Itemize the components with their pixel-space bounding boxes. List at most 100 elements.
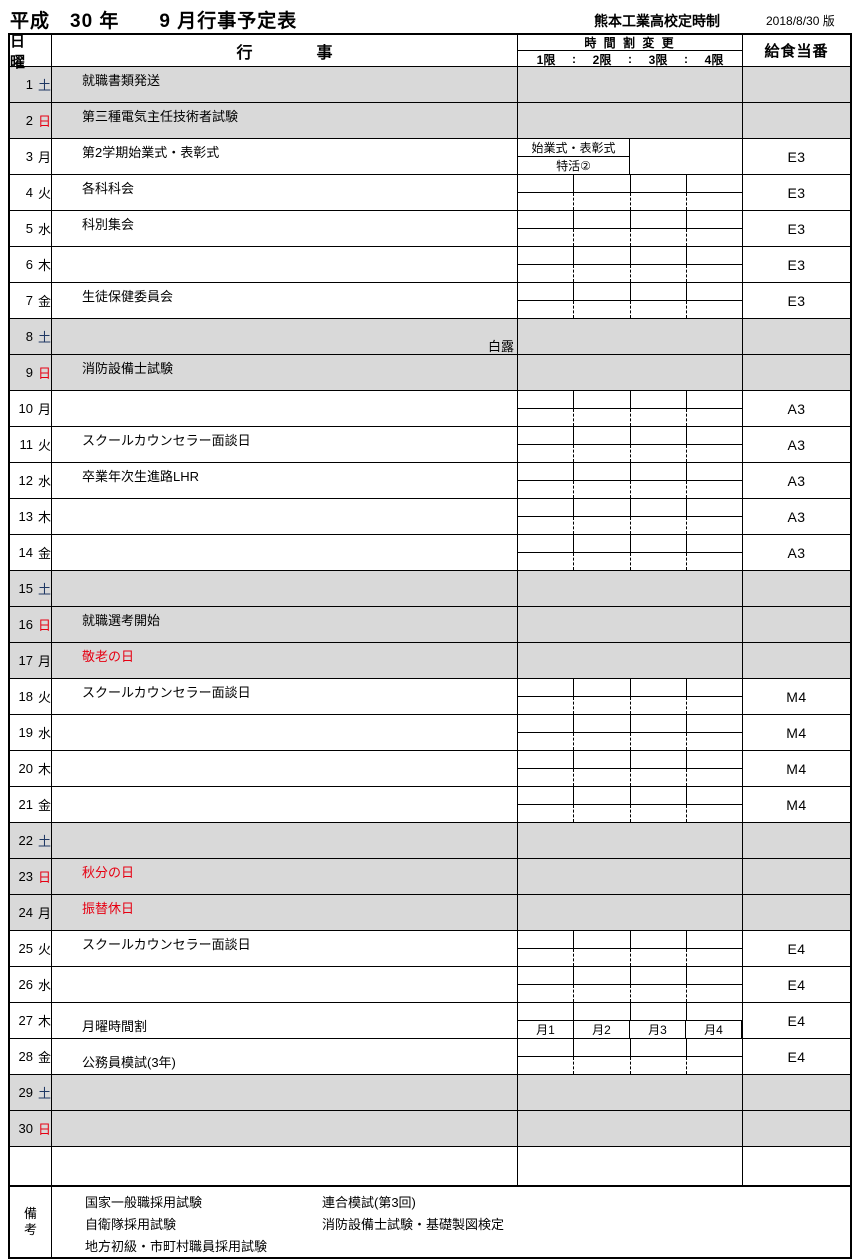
timetable-grid-bottom [518, 949, 742, 966]
timetable-slot [687, 463, 742, 480]
events-cell: 卒業年次生進路LHR [52, 463, 518, 498]
date-number: 29 [18, 1085, 33, 1100]
lunch-duty-cell: A3 [743, 535, 850, 570]
event-text: スクールカウンセラー面談日 [82, 685, 251, 700]
timetable-slot [631, 391, 687, 408]
timetable-slot [574, 967, 631, 984]
events-cell [52, 391, 518, 426]
timetable-grid-top [518, 427, 742, 445]
day-of-week: 水 [37, 726, 51, 741]
day-of-week: 日 [37, 1122, 51, 1137]
day-row: 8 土白露 [10, 319, 850, 355]
day-of-week: 水 [37, 978, 51, 993]
timetable-slot [631, 229, 687, 246]
day-of-week: 月 [37, 150, 51, 165]
timetable-slot [518, 985, 575, 1002]
lunch-duty-cell [743, 643, 850, 678]
timetable-slot [518, 715, 575, 732]
lunch-duty-cell [743, 103, 850, 138]
day-of-week: 木 [37, 762, 51, 777]
lunch-duty-value: E4 [787, 940, 806, 957]
date-number: 4 [25, 185, 33, 200]
timetable-slot [574, 301, 631, 318]
lunch-duty-cell: E3 [743, 283, 850, 318]
timetable-slot [687, 499, 742, 516]
events-cell [52, 535, 518, 570]
timetable-slot [518, 211, 575, 228]
events-cell: 第2学期始業式・表彰式 [52, 139, 518, 174]
timetable-slot [631, 265, 687, 282]
timetable-slot [518, 967, 575, 984]
timetable-cell [518, 1039, 743, 1074]
lunch-duty-value: M4 [786, 760, 807, 777]
day-cell: 14 金 [10, 535, 52, 570]
day-row: 13 木 A3 [10, 499, 850, 535]
day-of-week: 火 [37, 942, 51, 957]
date-number: 25 [18, 941, 33, 956]
events-cell: 就職書類発送 [52, 67, 518, 102]
day-row: 20 木 M4 [10, 751, 850, 787]
timetable-slot [631, 445, 687, 462]
day-of-week: 金 [37, 1050, 51, 1065]
timetable-grid [518, 283, 742, 318]
timetable-grid-bottom [518, 409, 742, 426]
lunch-duty-value: E3 [787, 292, 806, 309]
timetable-slot [574, 733, 631, 750]
date-number: 1 [25, 77, 33, 92]
events-cell: 振替休日 [52, 895, 518, 930]
date-number: 21 [18, 797, 33, 812]
lunch-duty-cell: E3 [743, 211, 850, 246]
day-rows-container: 1 土就職書類発送 2 日第三種電気主任技術者試験 3 月第2学期始業式・表彰式 始業式・表… [10, 67, 850, 1147]
day-cell: 24 月 [10, 895, 52, 930]
timetable-slot [631, 175, 687, 192]
day-cell: 10 月 [10, 391, 52, 426]
timetable-grid [518, 499, 742, 534]
timetable-grid-top [518, 463, 742, 481]
events-cell [52, 247, 518, 282]
timetable-slot [631, 949, 687, 966]
timetable-slot: 月2 [574, 1021, 630, 1038]
timetable-slot [518, 265, 575, 282]
lunch-duty-cell: E4 [743, 1003, 850, 1038]
timetable-grid [518, 967, 742, 1002]
schedule-table: 日 曜 行 事 時 間 割 変 更 1限 2限 3限 4限 : : : 給食当番… [8, 33, 852, 1259]
timetable-grid-top [518, 967, 742, 985]
timetable-slot [631, 463, 687, 480]
timetable-slot [518, 697, 575, 714]
day-of-week: 日 [37, 870, 51, 885]
timetable-slot [518, 679, 575, 696]
day-of-week: 日 [37, 366, 51, 381]
timetable-slot [574, 211, 631, 228]
lunch-duty-cell: A3 [743, 427, 850, 462]
day-of-week: 日 [37, 114, 51, 129]
day-row: 23 日 秋分の日 [10, 859, 850, 895]
day-row: 30 日 [10, 1111, 850, 1147]
date-number: 27 [18, 1013, 33, 1028]
timetable-cell [518, 283, 743, 318]
event-text: 第2学期始業式・表彰式 [82, 145, 220, 160]
events-cell [52, 715, 518, 750]
timetable-slot [574, 679, 631, 696]
timetable-slot [518, 517, 575, 534]
timetable-grid [518, 391, 742, 426]
timetable-slot [518, 175, 575, 192]
timetable-slot [574, 175, 631, 192]
timetable-grid-bottom [518, 229, 742, 246]
event-text: スクールカウンセラー面談日 [82, 937, 251, 952]
timetable-grid [518, 679, 742, 714]
timetable-grid: 月1 月2 月3 月4 [518, 1003, 742, 1038]
timetable-grid-top [518, 499, 742, 517]
page-title: 平成 30 年 9 月行事予定表 [10, 11, 298, 32]
timetable-slot [574, 787, 631, 804]
day-cell: 12 水 [10, 463, 52, 498]
event-text: 秋分の日 [82, 865, 135, 880]
timetable-slot [687, 553, 742, 570]
timetable-slot [518, 481, 575, 498]
lunch-duty-cell: M4 [743, 751, 850, 786]
lunch-duty-value: A3 [787, 544, 806, 561]
timetable-slot [574, 445, 631, 462]
lunch-duty-value: M4 [786, 796, 807, 813]
timetable-cell [518, 679, 743, 714]
